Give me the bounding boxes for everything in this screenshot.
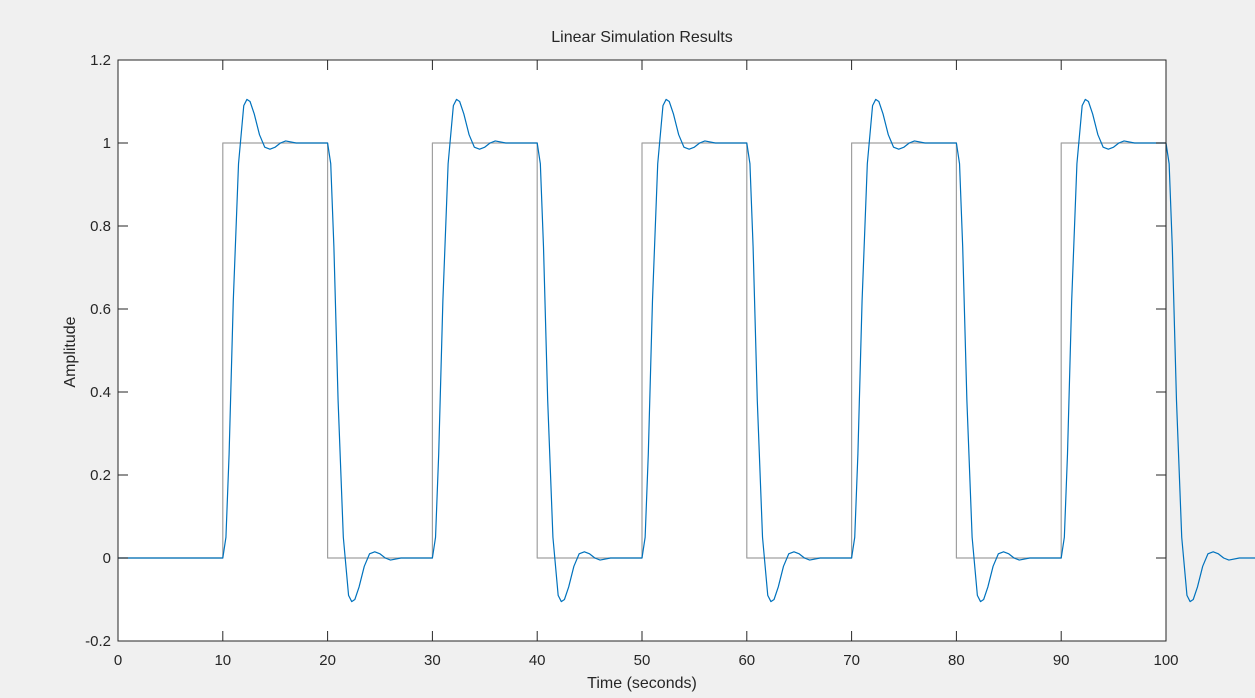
x-tick-label: 30 — [424, 652, 441, 669]
x-tick-label: 20 — [319, 652, 336, 669]
y-tick-label: 0.8 — [90, 218, 111, 235]
y-tick-label: 0.6 — [90, 301, 111, 318]
series-line-1 — [118, 142, 1167, 559]
x-tick-label: 0 — [114, 652, 122, 669]
y-tick-label: 0 — [103, 550, 111, 567]
y-tick-label: 1.2 — [90, 52, 111, 69]
y-tick-label: 0.4 — [90, 384, 111, 401]
x-tick-label: 10 — [214, 652, 231, 669]
y-tick-labels: -0.2 0 0.2 0.4 0.6 0.8 1 1.2 — [85, 52, 111, 650]
x-tick-label: 60 — [738, 652, 755, 669]
x-tick-label: 50 — [634, 652, 651, 669]
y-tick-label: -0.2 — [85, 633, 111, 650]
x-tick-label: 70 — [843, 652, 860, 669]
x-tick-label: 80 — [948, 652, 965, 669]
y-tick-label: 0.2 — [90, 467, 111, 484]
x-tick-label: 100 — [1153, 652, 1178, 669]
axis-ticks — [117, 59, 1167, 642]
plot-lines — [118, 98, 1255, 603]
x-tick-label: 40 — [529, 652, 546, 669]
y-tick-label: 1 — [103, 135, 111, 152]
chart-title: Linear Simulation Results — [551, 29, 732, 46]
x-tick-labels: 0 10 20 30 40 50 60 70 80 90 100 — [114, 652, 1179, 669]
x-axis-label: Time (seconds) — [587, 675, 697, 692]
series-line-2 — [118, 98, 1255, 603]
y-axis-label: Amplitude — [62, 316, 79, 387]
x-tick-label: 90 — [1053, 652, 1070, 669]
